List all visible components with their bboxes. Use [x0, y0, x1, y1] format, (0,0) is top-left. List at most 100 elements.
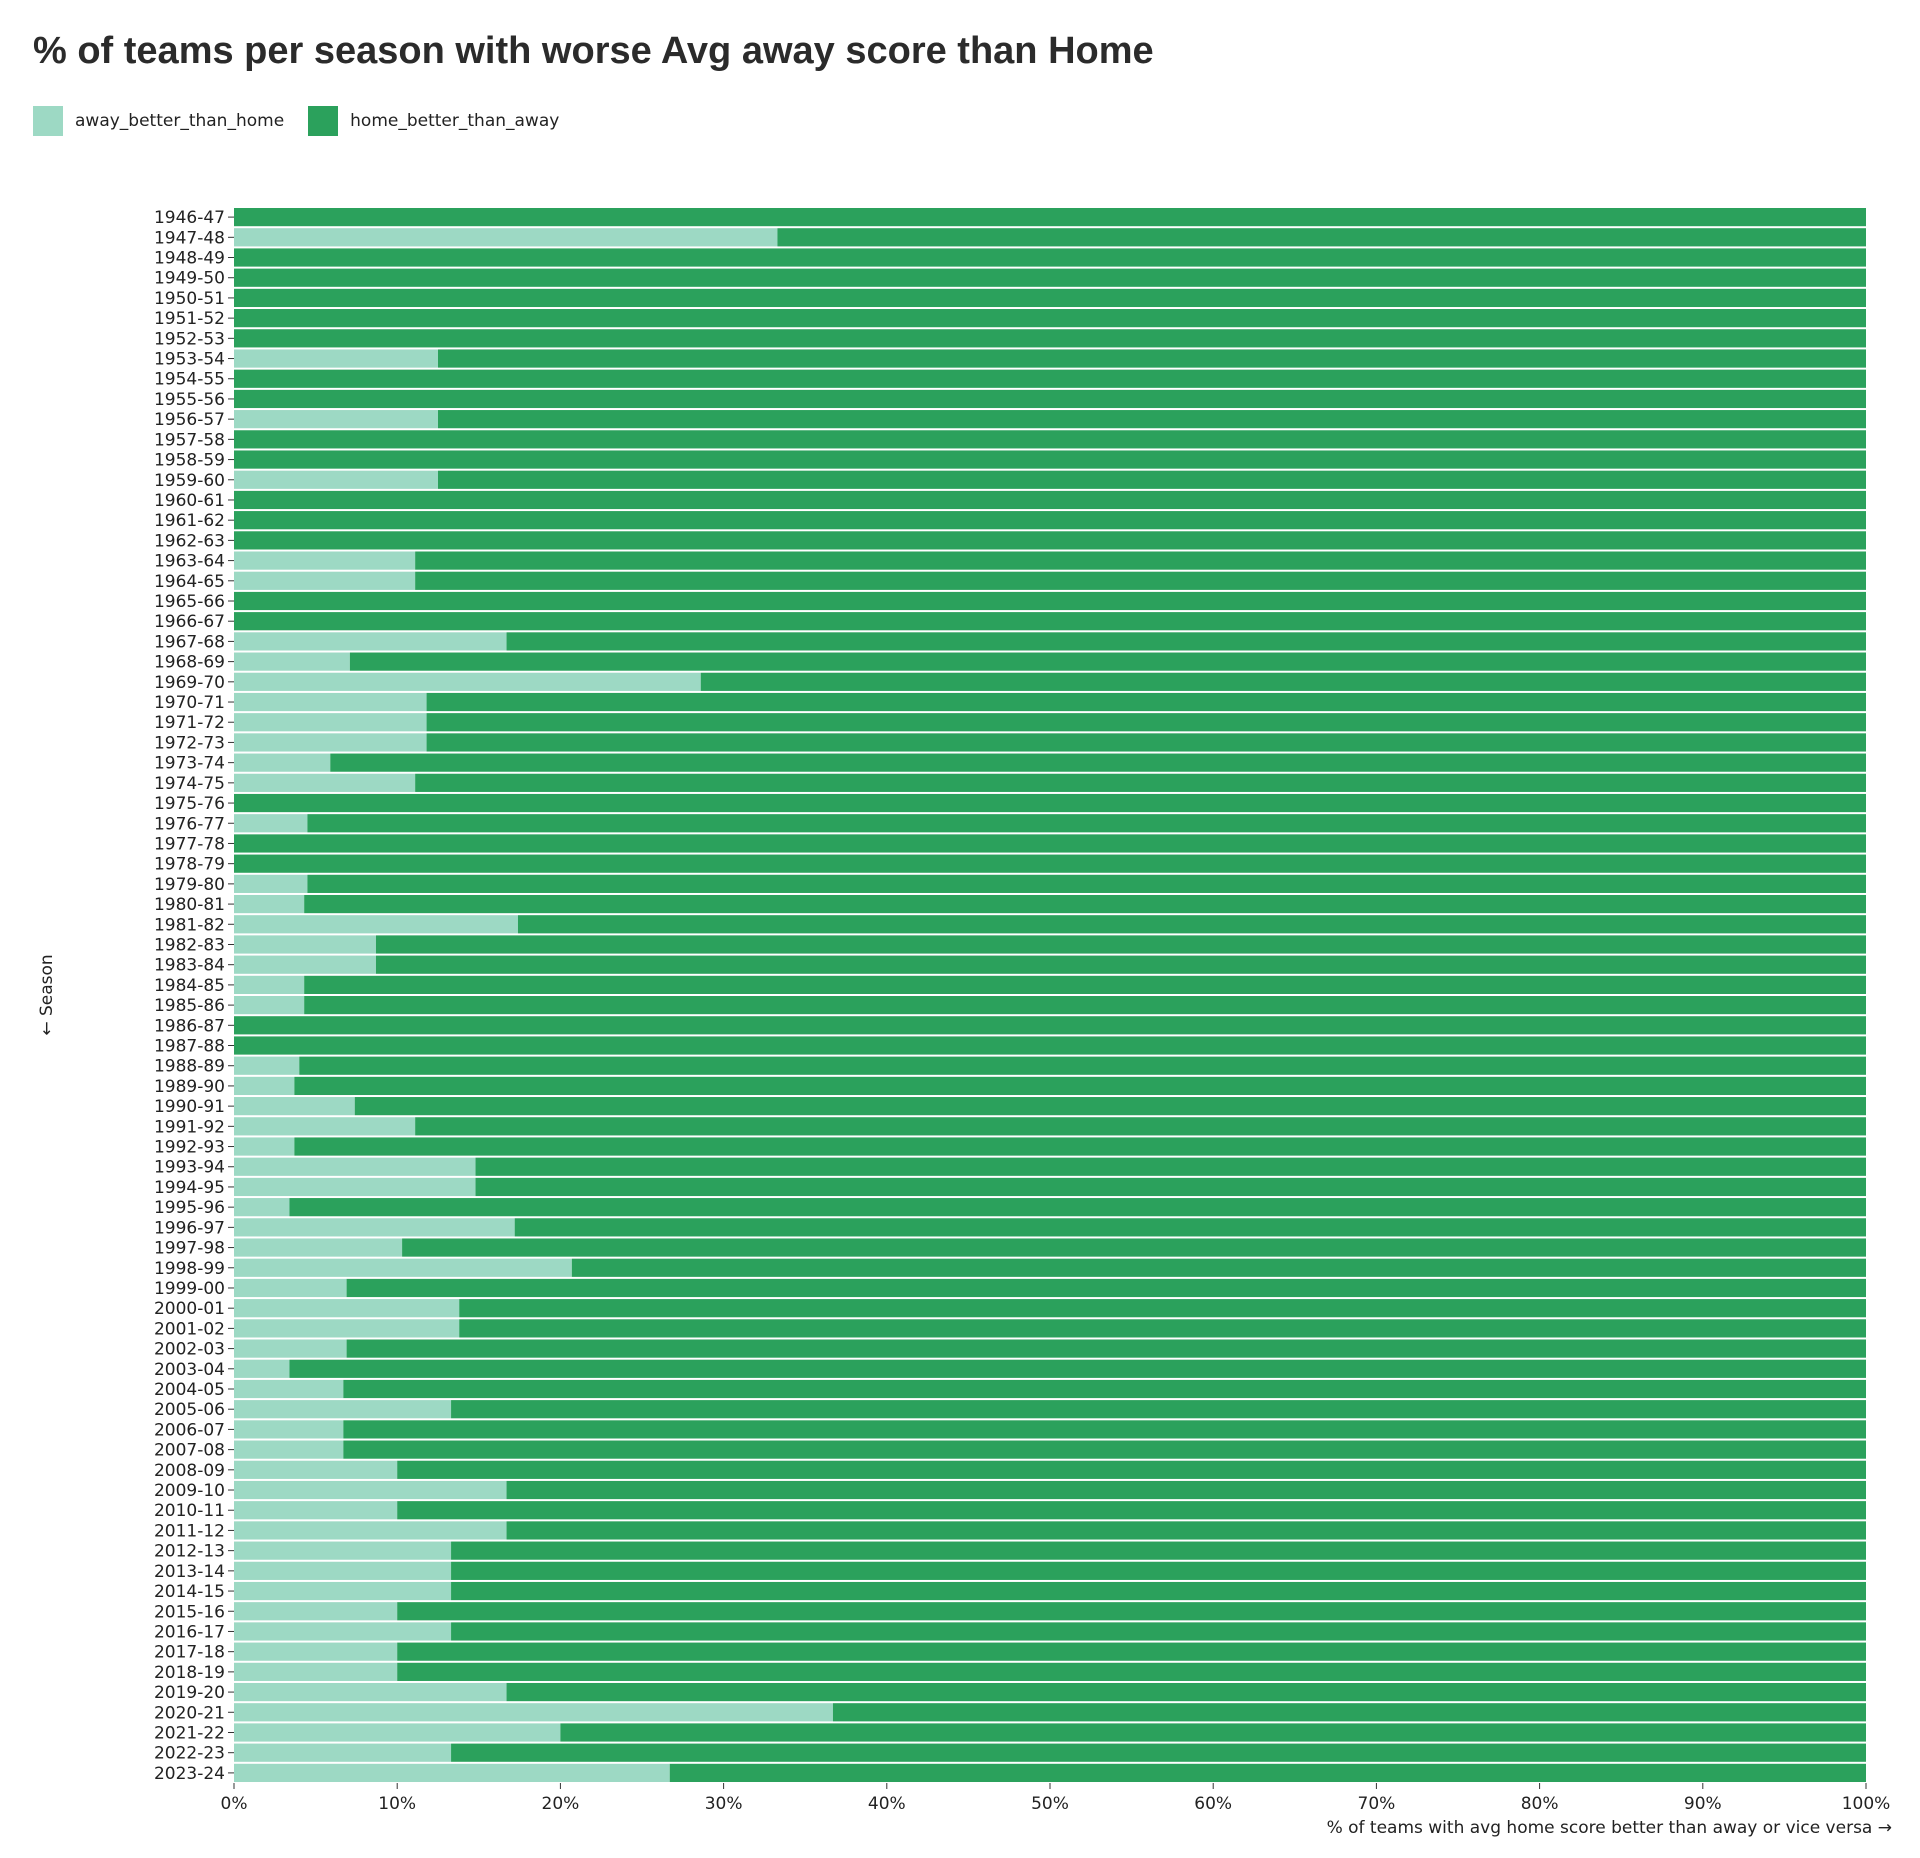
bar-home-1990-91 — [354, 1097, 1866, 1116]
y-tick-label: 1955-56 — [154, 390, 225, 410]
bar-away-1976-77 — [234, 814, 308, 833]
bar-home-2023-24 — [669, 1763, 1866, 1782]
y-tick-label: 2023-24 — [154, 1764, 225, 1784]
bar-home-1961-62 — [234, 511, 1866, 530]
bars-group — [234, 208, 1867, 1782]
legend-label-away: away_better_than_home — [75, 111, 285, 131]
bar-away-1993-94 — [234, 1157, 476, 1176]
y-tick-label: 2003-04 — [154, 1360, 225, 1380]
y-tick-label: 1960-61 — [154, 491, 225, 511]
y-tick-label: 2006-07 — [154, 1420, 225, 1440]
bar-away-2003-04 — [234, 1359, 290, 1378]
bar-away-1994-95 — [234, 1177, 476, 1197]
bar-home-1971-72 — [426, 713, 1867, 732]
bar-away-2015-16 — [234, 1602, 398, 1621]
y-tick-label: 2001-02 — [154, 1319, 225, 1339]
y-tick-label: 2010-11 — [154, 1501, 225, 1521]
y-tick-label: 1992-93 — [154, 1138, 225, 1158]
x-tick-label: 70% — [1358, 1794, 1396, 1814]
bar-away-1974-75 — [234, 773, 416, 792]
y-tick-label: 1950-51 — [154, 289, 225, 309]
bar-home-2020-21 — [832, 1703, 1866, 1722]
bar-home-2013-14 — [451, 1561, 1866, 1580]
bar-home-1967-68 — [506, 632, 1867, 651]
bar-away-1997-98 — [234, 1238, 403, 1257]
bar-away-2010-11 — [234, 1501, 398, 1520]
y-tick-label: 1996-97 — [154, 1218, 225, 1238]
bar-home-1982-83 — [375, 935, 1866, 954]
bar-away-1956-57 — [234, 410, 438, 429]
y-tick-label: 1986-87 — [154, 1016, 225, 1036]
bar-away-1968-69 — [234, 652, 350, 671]
bar-away-1971-72 — [234, 713, 427, 732]
bar-away-1979-80 — [234, 874, 308, 893]
bar-home-2011-12 — [506, 1521, 1867, 1540]
y-tick-label: 2018-19 — [154, 1663, 225, 1683]
bar-home-2021-22 — [560, 1723, 1866, 1742]
y-tick-label: 1973-74 — [154, 754, 225, 774]
y-tick-label: 2019-20 — [154, 1683, 225, 1703]
y-tick-label: 1978-79 — [154, 855, 225, 875]
bar-home-2008-09 — [397, 1460, 1867, 1479]
bar-home-2002-03 — [346, 1339, 1866, 1358]
y-tick-label: 1971-72 — [154, 713, 225, 733]
y-tick-label: 2000-01 — [154, 1299, 225, 1319]
y-tick-label: 2007-08 — [154, 1441, 225, 1461]
y-tick-label: 1972-73 — [154, 733, 225, 753]
x-tick-label: 100% — [1842, 1794, 1891, 1814]
bar-home-1953-54 — [438, 349, 1866, 368]
bar-home-1983-84 — [375, 955, 1866, 974]
bar-away-1964-65 — [234, 571, 416, 590]
bar-away-1980-81 — [234, 894, 305, 914]
y-tick-label: 2017-18 — [154, 1643, 225, 1663]
bar-away-1985-86 — [234, 996, 305, 1015]
bar-away-1995-96 — [234, 1198, 290, 1217]
bar-away-1999-00 — [234, 1278, 347, 1298]
bar-home-1995-96 — [289, 1198, 1866, 1217]
y-tick-label: 1982-83 — [154, 935, 225, 955]
y-tick-label: 1988-89 — [154, 1057, 225, 1077]
bar-away-1969-70 — [234, 672, 701, 691]
bar-away-2023-24 — [234, 1763, 670, 1782]
bar-home-2001-02 — [459, 1319, 1866, 1338]
bar-away-2005-06 — [234, 1400, 452, 1419]
bar-away-1963-64 — [234, 551, 416, 570]
bar-away-1990-91 — [234, 1097, 355, 1116]
y-tick-label: 1964-65 — [154, 572, 225, 592]
bar-away-2006-07 — [234, 1420, 344, 1439]
y-tick-label: 1983-84 — [154, 956, 225, 976]
y-tick-label: 1969-70 — [154, 673, 225, 693]
bar-home-1952-53 — [234, 329, 1866, 348]
bar-away-1973-74 — [234, 753, 331, 772]
y-tick-label: 1958-59 — [154, 451, 225, 471]
bar-away-1982-83 — [234, 935, 376, 954]
bar-away-1991-92 — [234, 1117, 416, 1136]
bar-home-1998-99 — [571, 1258, 1866, 1277]
chart-title: % of teams per season with worse Avg awa… — [33, 30, 1154, 72]
bar-home-2009-10 — [506, 1480, 1867, 1500]
bar-home-1978-79 — [234, 854, 1866, 873]
y-tick-label: 1985-86 — [154, 996, 225, 1016]
bar-home-2012-13 — [451, 1541, 1866, 1560]
y-tick-label: 1989-90 — [154, 1077, 225, 1097]
y-tick-label: 1990-91 — [154, 1097, 225, 1117]
y-tick-label: 1965-66 — [154, 592, 225, 612]
bar-home-2022-23 — [451, 1743, 1866, 1762]
bar-away-2018-19 — [234, 1662, 398, 1681]
x-tick-label: 50% — [1031, 1794, 1069, 1814]
legend-label-home: home_better_than_away — [350, 111, 560, 131]
bar-home-1986-87 — [234, 1016, 1866, 1035]
y-tick-label: 1954-55 — [154, 370, 225, 390]
y-tick-label: 2012-13 — [154, 1542, 225, 1562]
bar-home-1957-58 — [234, 430, 1866, 449]
bar-home-2015-16 — [397, 1602, 1867, 1621]
bar-away-2020-21 — [234, 1703, 833, 1722]
legend-item-home: home_better_than_away — [308, 106, 559, 136]
bar-away-1953-54 — [234, 349, 438, 368]
y-tick-label: 1970-71 — [154, 693, 225, 713]
bar-away-2021-22 — [234, 1723, 561, 1742]
bar-home-1973-74 — [330, 753, 1867, 772]
y-tick-label: 2020-21 — [154, 1703, 225, 1723]
bar-home-1965-66 — [234, 591, 1866, 611]
bar-home-2019-20 — [506, 1682, 1867, 1702]
